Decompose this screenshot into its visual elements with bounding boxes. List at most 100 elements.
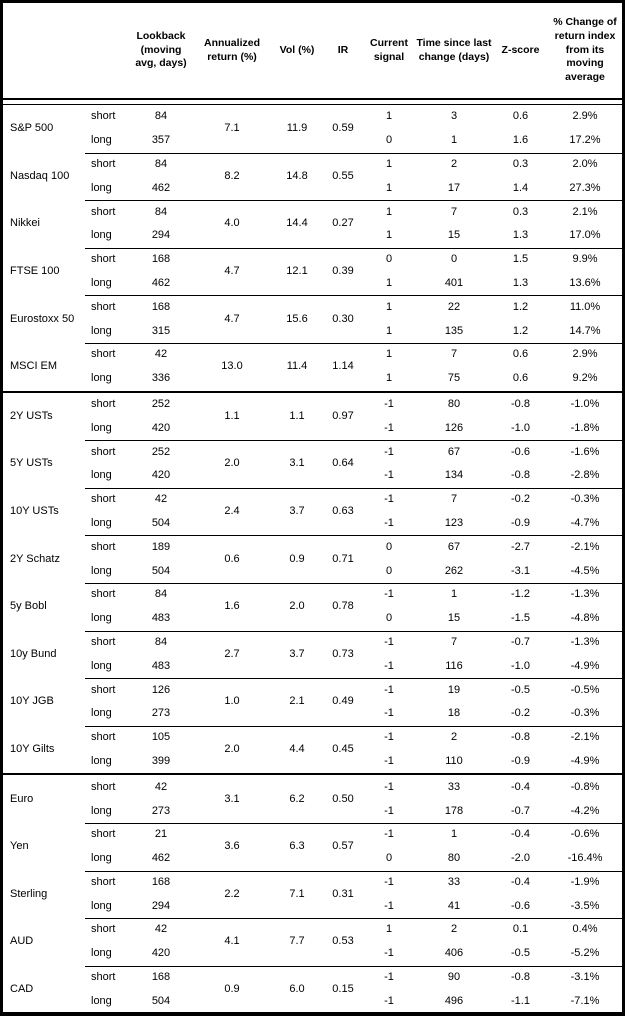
z-score-short: -0.4 bbox=[511, 780, 530, 793]
signal-long: 0 bbox=[385, 852, 393, 865]
signal-short: 1 bbox=[385, 300, 393, 313]
vol: 3.7 bbox=[289, 647, 305, 660]
vol: 6.2 bbox=[289, 792, 305, 805]
leg-label-short: short bbox=[91, 875, 116, 888]
col-header-time-since-change: Time since last change (days) bbox=[416, 36, 492, 63]
z-score-long: -0.8 bbox=[511, 469, 530, 482]
signal-short: 0 bbox=[385, 253, 393, 266]
lookback-short: 126 bbox=[151, 683, 171, 696]
leg-label-long: long bbox=[91, 469, 112, 482]
asset-row-group: 10Y USTs short 42 -1 7 -0.2 -0.3% 2.4 3.… bbox=[3, 487, 622, 536]
z-score-long: 1.3 bbox=[512, 229, 529, 242]
z-score-long: -0.9 bbox=[511, 516, 530, 529]
signal-long: -1 bbox=[384, 994, 394, 1007]
ir: 0.64 bbox=[332, 457, 354, 470]
asset-name: Eurostoxx 50 bbox=[10, 312, 75, 325]
lookback-long: 504 bbox=[151, 564, 171, 577]
signal-short: 1 bbox=[385, 923, 393, 936]
lookback-long: 420 bbox=[151, 947, 171, 960]
days-since-change-short: 33 bbox=[447, 875, 461, 888]
asset-row-group: CAD short 168 -1 90 -0.8 -3.1% 0.9 6.0 0… bbox=[3, 965, 622, 1012]
z-score-long: -1.0 bbox=[511, 421, 530, 434]
lookback-short: 168 bbox=[151, 971, 171, 984]
pct-change-short: -1.9% bbox=[570, 875, 600, 888]
asset-name: CAD bbox=[10, 982, 34, 995]
signal-long: -1 bbox=[384, 421, 394, 434]
days-since-change-short: 90 bbox=[447, 971, 461, 984]
z-score-short: -0.8 bbox=[511, 731, 530, 744]
ir: 0.31 bbox=[332, 887, 354, 900]
pct-change-short: -1.0% bbox=[570, 397, 600, 410]
leg-label-long: long bbox=[91, 852, 112, 865]
leg-label-long: long bbox=[91, 372, 112, 385]
annualized-return: 1.1 bbox=[224, 409, 240, 422]
ir: 0.50 bbox=[332, 792, 354, 805]
pct-change-long: -7.1% bbox=[570, 994, 600, 1007]
asset-name: Nasdaq 100 bbox=[10, 169, 70, 182]
signal-long: 1 bbox=[385, 181, 393, 194]
col-header-annualized-return: Annualized return (%) bbox=[203, 36, 260, 63]
asset-name: S&P 500 bbox=[10, 122, 54, 135]
signal-short: 0 bbox=[385, 540, 393, 553]
signal-long: -1 bbox=[384, 516, 394, 529]
pct-change-short: -1.6% bbox=[570, 445, 600, 458]
z-score-short: -0.4 bbox=[511, 828, 530, 841]
days-since-change-short: 7 bbox=[450, 635, 458, 648]
pct-change-short: -0.3% bbox=[570, 493, 600, 506]
asset-name: MSCI EM bbox=[10, 360, 58, 373]
z-score-short: -0.5 bbox=[511, 683, 530, 696]
signal-long: 1 bbox=[385, 324, 393, 337]
lookback-long: 462 bbox=[151, 181, 171, 194]
leg-label-short: short bbox=[91, 971, 116, 984]
asset-name: Nikkei bbox=[10, 217, 40, 230]
signal-short: -1 bbox=[384, 683, 394, 696]
asset-row-group: Sterling short 168 -1 33 -0.4 -1.9% 2.2 … bbox=[3, 870, 622, 919]
leg-label-short: short bbox=[91, 635, 116, 648]
annualized-return: 2.7 bbox=[224, 647, 240, 660]
asset-name: 10Y USTs bbox=[10, 505, 59, 518]
col-header-vol: Vol (%) bbox=[279, 43, 315, 56]
lookback-short: 42 bbox=[154, 348, 168, 361]
lookback-long: 462 bbox=[151, 852, 171, 865]
days-since-change-long: 15 bbox=[447, 229, 461, 242]
col-header-ir: IR bbox=[337, 43, 349, 56]
pct-change-short: 9.9% bbox=[572, 253, 598, 266]
pct-change-long: -4.9% bbox=[570, 754, 600, 767]
days-since-change-short: 7 bbox=[450, 493, 458, 506]
days-since-change-long: 178 bbox=[444, 804, 464, 817]
signal-long: 0 bbox=[385, 612, 393, 625]
annualized-return: 2.4 bbox=[224, 505, 240, 518]
asset-row-group: Yen short 21 -1 1 -0.4 -0.6% 3.6 6.3 0.5… bbox=[3, 822, 622, 871]
leg-label-long: long bbox=[91, 994, 112, 1007]
signal-long: -1 bbox=[384, 947, 394, 960]
leg-label-long: long bbox=[91, 947, 112, 960]
ir: 0.49 bbox=[332, 695, 354, 708]
pct-change-short: -2.1% bbox=[570, 731, 600, 744]
annualized-return: 2.0 bbox=[224, 457, 240, 470]
leg-label-long: long bbox=[91, 707, 112, 720]
annualized-return: 8.2 bbox=[224, 169, 240, 182]
pct-change-short: 0.4% bbox=[572, 923, 598, 936]
signal-short: -1 bbox=[384, 635, 394, 648]
signal-short: -1 bbox=[384, 397, 394, 410]
asset-name: Yen bbox=[10, 840, 29, 853]
leg-label-short: short bbox=[91, 348, 116, 361]
days-since-change-long: 401 bbox=[444, 276, 464, 289]
vol: 6.0 bbox=[289, 982, 305, 995]
pct-change-short: 2.9% bbox=[572, 348, 598, 361]
leg-label-short: short bbox=[91, 828, 116, 841]
asset-row-group: 10y Bund short 84 -1 7 -0.7 -1.3% 2.7 3.… bbox=[3, 630, 622, 679]
annualized-return: 3.1 bbox=[224, 792, 240, 805]
lookback-short: 105 bbox=[151, 731, 171, 744]
days-since-change-short: 19 bbox=[447, 683, 461, 696]
lookback-long: 336 bbox=[151, 372, 171, 385]
asset-row-group: Eurostoxx 50 short 168 1 22 1.2 11.0% 4.… bbox=[3, 295, 622, 343]
z-score-short: -2.7 bbox=[511, 540, 530, 553]
asset-row-group: Euro short 42 -1 33 -0.4 -0.8% 3.1 6.2 0… bbox=[3, 775, 622, 823]
days-since-change-long: 123 bbox=[444, 516, 464, 529]
days-since-change-long: 1 bbox=[450, 134, 458, 147]
pct-change-short: -0.5% bbox=[570, 683, 600, 696]
days-since-change-long: 134 bbox=[444, 469, 464, 482]
vol: 15.6 bbox=[286, 312, 308, 325]
pct-change-long: -4.8% bbox=[570, 612, 600, 625]
